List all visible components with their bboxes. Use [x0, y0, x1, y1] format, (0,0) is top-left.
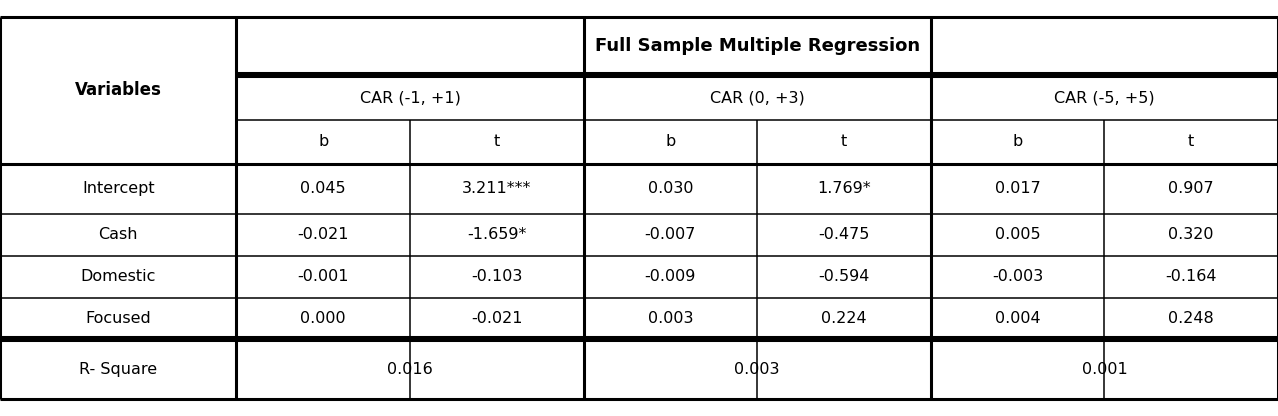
Text: 0.004: 0.004	[994, 312, 1040, 327]
Text: b: b	[318, 134, 328, 149]
Text: -0.007: -0.007	[644, 227, 697, 242]
Text: 0.224: 0.224	[822, 312, 866, 327]
Text: CAR (-1, +1): CAR (-1, +1)	[359, 90, 460, 106]
Text: 0.248: 0.248	[1168, 312, 1214, 327]
Text: -0.009: -0.009	[644, 270, 697, 285]
Text: -0.594: -0.594	[818, 270, 870, 285]
Text: CAR (0, +3): CAR (0, +3)	[709, 90, 805, 106]
Text: 0.003: 0.003	[648, 312, 693, 327]
Text: 0.016: 0.016	[387, 362, 433, 377]
Text: -0.475: -0.475	[818, 227, 870, 242]
Text: 0.003: 0.003	[735, 362, 780, 377]
Text: b: b	[1012, 134, 1022, 149]
Text: Variables: Variables	[75, 81, 161, 99]
Text: -0.021: -0.021	[472, 312, 523, 327]
Text: Focused: Focused	[86, 312, 151, 327]
Text: 0.000: 0.000	[300, 312, 346, 327]
Text: -0.103: -0.103	[472, 270, 523, 285]
Text: 0.005: 0.005	[994, 227, 1040, 242]
Text: -0.021: -0.021	[298, 227, 349, 242]
Text: 1.769*: 1.769*	[817, 181, 870, 196]
Text: Intercept: Intercept	[82, 181, 155, 196]
Text: Domestic: Domestic	[81, 270, 156, 285]
Text: R- Square: R- Square	[79, 362, 157, 377]
Text: -0.164: -0.164	[1166, 270, 1217, 285]
Text: 0.907: 0.907	[1168, 181, 1214, 196]
Text: 0.045: 0.045	[300, 181, 346, 196]
Text: t: t	[493, 134, 500, 149]
Text: Cash: Cash	[98, 227, 138, 242]
Text: 3.211***: 3.211***	[463, 181, 532, 196]
Text: -0.003: -0.003	[992, 270, 1043, 285]
Text: 0.030: 0.030	[648, 181, 693, 196]
Text: -1.659*: -1.659*	[468, 227, 527, 242]
Text: t: t	[841, 134, 847, 149]
Text: -0.001: -0.001	[298, 270, 349, 285]
Text: 0.320: 0.320	[1168, 227, 1214, 242]
Text: CAR (-5, +5): CAR (-5, +5)	[1054, 90, 1155, 106]
Text: 0.001: 0.001	[1081, 362, 1127, 377]
Text: b: b	[666, 134, 676, 149]
Text: Full Sample Multiple Regression: Full Sample Multiple Regression	[594, 37, 920, 55]
Text: 0.017: 0.017	[994, 181, 1040, 196]
Text: t: t	[1189, 134, 1195, 149]
